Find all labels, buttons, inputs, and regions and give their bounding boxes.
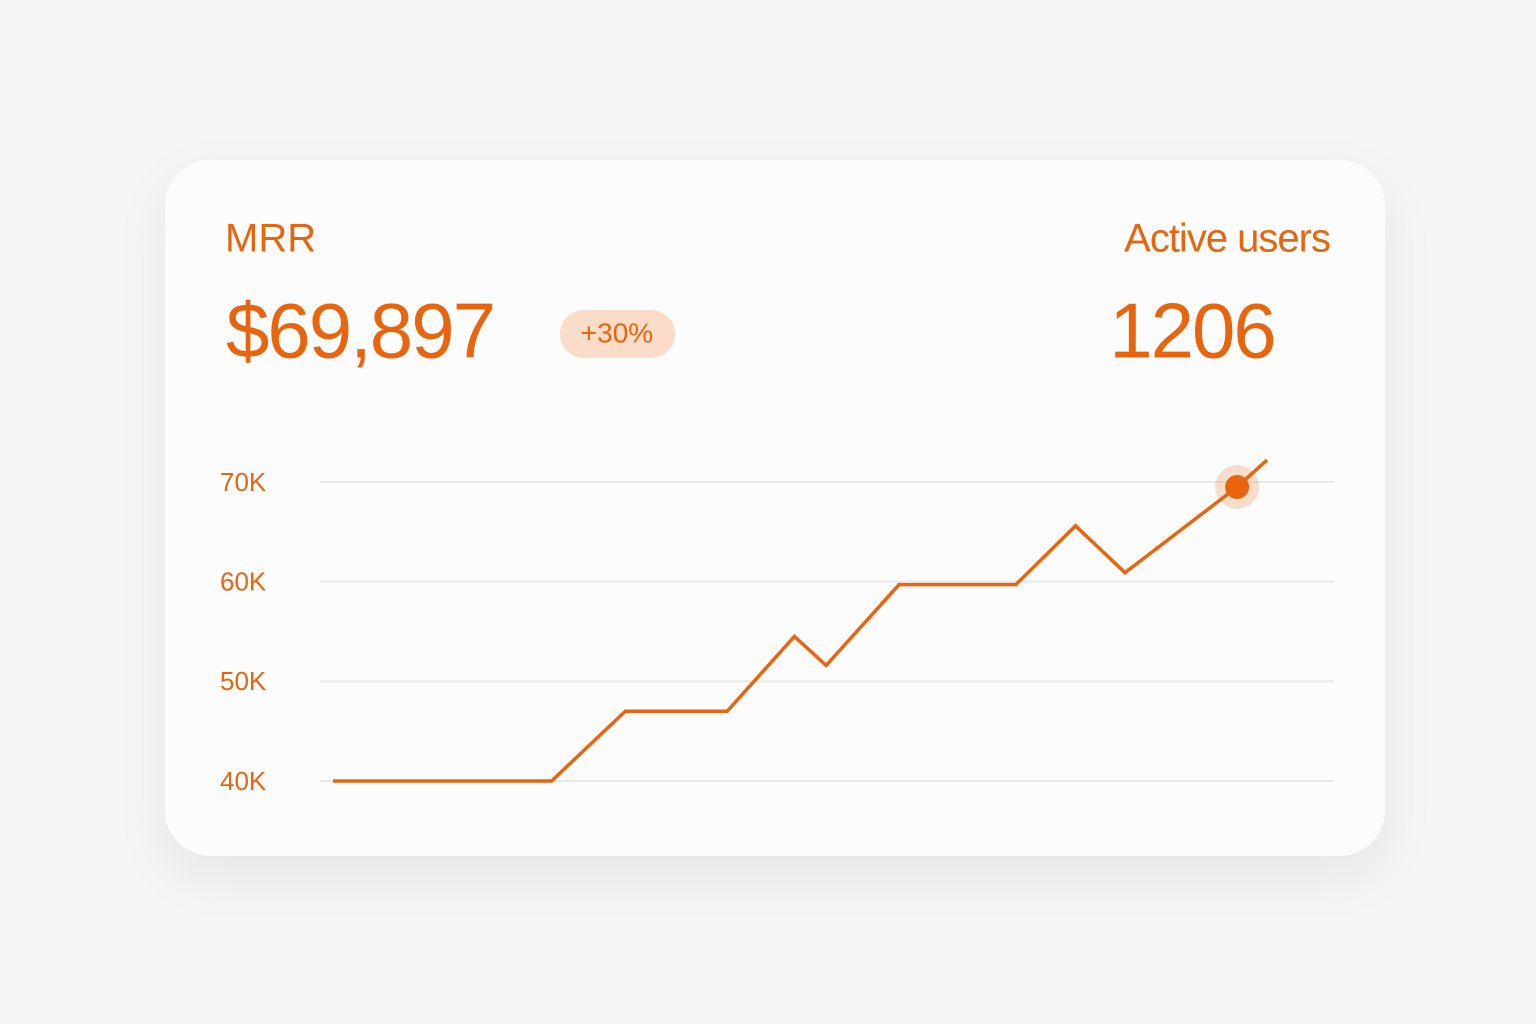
change-badge — [560, 310, 675, 358]
y-tick-label: 40K — [220, 766, 267, 796]
y-tick-label: 70K — [220, 467, 267, 497]
kpi-value: 1206 — [1109, 287, 1275, 375]
marker — [1225, 474, 1250, 499]
kpi-label: MRR — [225, 217, 316, 261]
change-text: +30% — [581, 317, 653, 348]
kpi-value: $69,897 — [226, 287, 494, 375]
kpi-label: Active users — [1124, 217, 1330, 261]
y-tick-label: 60K — [220, 567, 267, 597]
plot: 40K 50K 60K 70K — [220, 458, 1334, 796]
card — [165, 160, 1385, 856]
y-tick-label: 50K — [220, 666, 267, 696]
line — [333, 458, 1269, 783]
